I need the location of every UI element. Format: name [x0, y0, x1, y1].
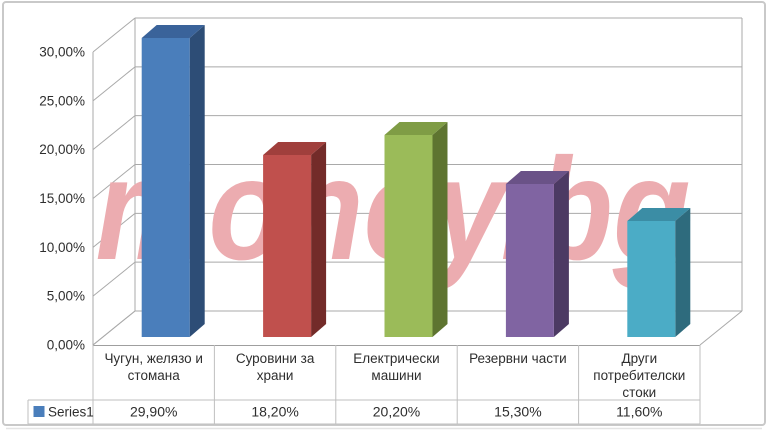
- bar-0: [141, 25, 205, 337]
- value-cell: 18,20%: [251, 404, 298, 420]
- y-tick-label: 30,00%: [39, 45, 85, 60]
- bar-side-face: [189, 25, 205, 337]
- gridline-diagonal: [92, 66, 136, 102]
- bar-1: [263, 142, 327, 337]
- value-cell: 29,90%: [130, 404, 177, 420]
- category-label: Други: [621, 351, 657, 366]
- y-tick-label: 20,00%: [39, 142, 85, 157]
- category-label: машини: [371, 368, 421, 383]
- bar-front-face: [263, 155, 312, 337]
- bar-2: [384, 122, 448, 337]
- y-tick-label: 0,00%: [47, 338, 85, 353]
- category-label: Резервни части: [469, 351, 567, 366]
- category-label: Суровини за: [236, 351, 315, 366]
- y-tick-label: 5,00%: [47, 289, 85, 304]
- y-tick-label: 25,00%: [39, 93, 85, 108]
- value-row: 29,90% 18,20% 20,20% 15,30% 11,60%: [130, 404, 663, 420]
- gridline-diagonal: [92, 261, 136, 297]
- bar-front-face: [627, 221, 676, 337]
- gridline-diagonal: [92, 212, 136, 248]
- gridline-diagonal: [92, 164, 136, 199]
- bar-top-face: [505, 171, 569, 184]
- category-label: стомана: [128, 368, 181, 383]
- bar-top-face: [384, 122, 448, 135]
- bar-side-face: [432, 122, 448, 337]
- value-cell: 15,30%: [494, 404, 541, 420]
- legend: Series1: [33, 405, 94, 420]
- value-cell: 20,20%: [373, 404, 420, 420]
- y-tick-label: 10,00%: [39, 240, 85, 255]
- bar-top-face: [141, 25, 205, 38]
- bar-side-face: [311, 142, 327, 337]
- bar-side-face: [553, 171, 569, 337]
- category-label: стоки: [622, 385, 656, 400]
- category-label: Чугун, желязо и: [104, 351, 203, 366]
- y-tick-label: 15,00%: [39, 191, 85, 206]
- value-cell: 11,60%: [616, 404, 662, 420]
- category-label: храни: [257, 368, 294, 383]
- legend-key-icon: [33, 406, 45, 417]
- category-label: потребителски: [593, 368, 685, 383]
- y-axis-labels: 0,00% 5,00% 10,00% 15,00% 20,00% 25,00% 30,00%: [39, 45, 85, 353]
- data-table-borders: [27, 345, 701, 425]
- bar-front-face: [505, 184, 554, 337]
- bar-front-face: [384, 135, 433, 337]
- bar-side-face: [675, 208, 691, 337]
- gridline-diagonal: [92, 115, 136, 151]
- bar-3: [505, 171, 569, 337]
- bar-4: [627, 208, 691, 337]
- gridline-diagonal: [92, 17, 136, 53]
- category-labels: Чугун, желязо и стомана Суровини за храни Ел…: [104, 351, 685, 400]
- floor-edge-left: [92, 310, 136, 346]
- bar-top-face: [263, 142, 327, 155]
- bar-front-face: [141, 38, 190, 337]
- floor-edge-right: [699, 310, 743, 346]
- legend-series-label: Series1: [48, 405, 94, 420]
- category-label: Електрически: [353, 351, 439, 366]
- bar-top-face: [627, 208, 691, 221]
